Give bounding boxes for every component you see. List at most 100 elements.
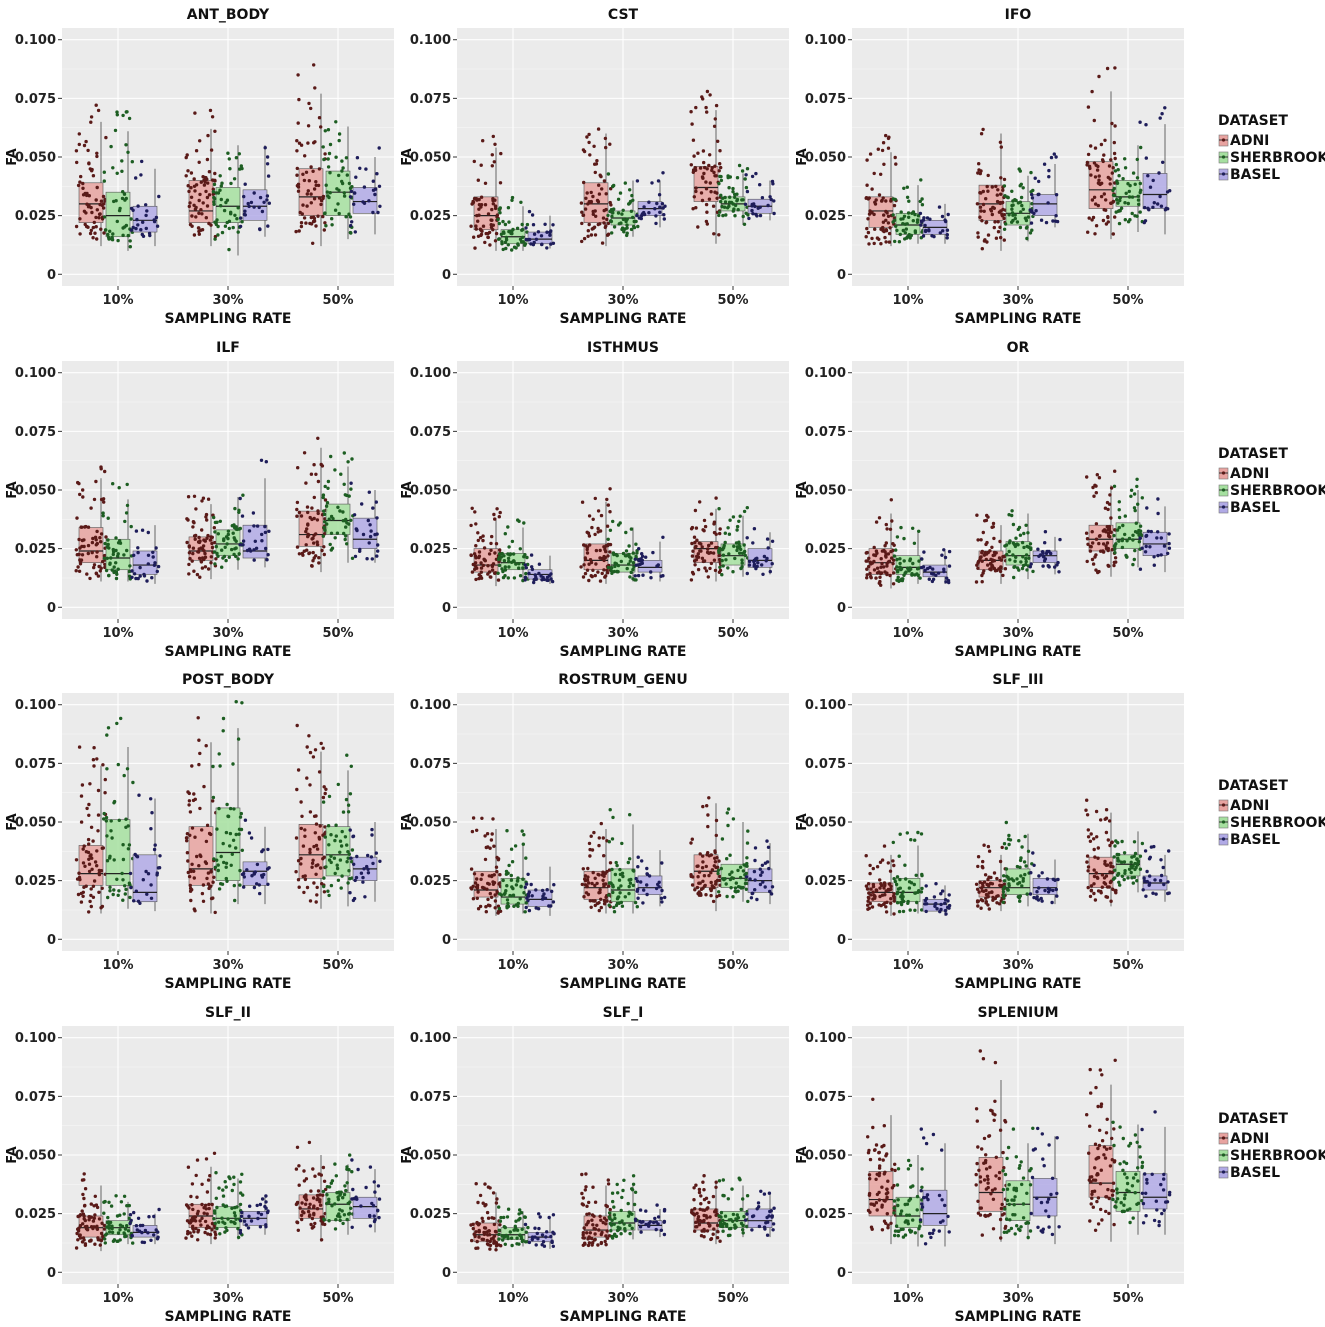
data-point xyxy=(747,216,751,221)
data-point xyxy=(234,1217,238,1221)
data-point xyxy=(141,878,145,882)
data-point xyxy=(896,890,900,894)
data-point xyxy=(737,540,741,544)
data-point xyxy=(511,227,515,232)
data-point xyxy=(744,875,749,879)
box-adni xyxy=(975,127,1008,251)
data-point xyxy=(247,529,252,533)
data-point xyxy=(487,552,492,556)
data-point xyxy=(504,246,508,251)
data-point xyxy=(1114,891,1118,895)
data-point xyxy=(1123,514,1128,518)
data-point xyxy=(714,103,719,108)
data-point xyxy=(93,1242,97,1246)
legend-swatch-point xyxy=(1221,505,1226,509)
data-point xyxy=(122,1212,126,1216)
data-point xyxy=(1020,845,1024,849)
data-point xyxy=(629,227,634,232)
y-tick-label: 0.075 xyxy=(410,757,451,772)
data-point xyxy=(1044,220,1049,225)
data-point xyxy=(1049,155,1054,160)
data-point xyxy=(708,181,712,185)
data-point xyxy=(1024,562,1028,567)
data-point xyxy=(713,850,717,855)
box-basel xyxy=(1028,851,1060,905)
data-point xyxy=(242,885,246,889)
data-point xyxy=(197,198,201,203)
data-point xyxy=(992,559,997,563)
data-point xyxy=(296,121,300,125)
data-point xyxy=(978,880,982,884)
data-point xyxy=(476,178,480,182)
data-point xyxy=(898,877,902,882)
data-point xyxy=(1037,192,1041,196)
data-point xyxy=(728,872,732,877)
data-point xyxy=(124,825,128,829)
data-point xyxy=(224,865,228,869)
data-point xyxy=(605,217,609,222)
data-point xyxy=(189,195,194,199)
data-point xyxy=(1084,531,1089,535)
data-point xyxy=(220,230,225,235)
data-point xyxy=(1108,870,1112,874)
data-point xyxy=(74,149,79,153)
data-point xyxy=(1141,888,1145,892)
data-point xyxy=(872,568,877,572)
data-point xyxy=(1144,533,1149,538)
data-point xyxy=(1030,210,1034,214)
data-point xyxy=(705,804,709,808)
data-point xyxy=(986,563,990,567)
data-point xyxy=(115,219,120,224)
data-point xyxy=(874,520,879,524)
y-tick-label: 0.100 xyxy=(410,366,451,381)
data-point xyxy=(514,562,518,566)
data-point xyxy=(993,220,997,224)
data-point xyxy=(102,215,107,219)
data-point xyxy=(1033,176,1037,180)
data-point xyxy=(1032,863,1036,867)
data-point xyxy=(619,559,623,564)
data-point xyxy=(226,1217,230,1221)
data-point xyxy=(978,171,982,176)
data-point xyxy=(315,540,319,544)
data-point xyxy=(741,214,745,219)
data-point xyxy=(712,170,716,175)
data-point xyxy=(1088,166,1092,171)
data-point xyxy=(755,564,759,569)
box-sherbrooke xyxy=(101,482,135,582)
data-point xyxy=(100,846,105,850)
data-point xyxy=(1026,531,1030,535)
data-point xyxy=(626,860,630,865)
data-point xyxy=(193,111,197,115)
data-point xyxy=(992,550,997,555)
data-point xyxy=(103,791,107,795)
data-point xyxy=(470,829,475,834)
data-point xyxy=(591,870,595,875)
data-point xyxy=(584,891,589,895)
data-point xyxy=(509,873,513,878)
data-point xyxy=(879,172,883,176)
data-point xyxy=(704,202,709,207)
data-point xyxy=(1094,568,1098,572)
data-point xyxy=(1054,155,1058,159)
y-tick-label: 0 xyxy=(837,601,846,616)
data-point xyxy=(524,566,528,570)
data-point xyxy=(980,881,985,886)
data-point xyxy=(329,883,334,888)
data-point xyxy=(155,569,159,574)
data-point xyxy=(115,110,119,114)
data-point xyxy=(335,531,340,535)
data-point xyxy=(892,899,897,903)
data-point xyxy=(101,763,105,767)
data-point xyxy=(608,209,612,214)
data-point xyxy=(320,882,324,886)
data-point xyxy=(335,866,340,871)
data-point xyxy=(1137,202,1141,206)
data-point xyxy=(985,540,989,545)
data-point xyxy=(700,175,705,179)
data-point xyxy=(537,562,542,566)
data-point xyxy=(187,803,191,807)
data-point xyxy=(1119,860,1124,864)
